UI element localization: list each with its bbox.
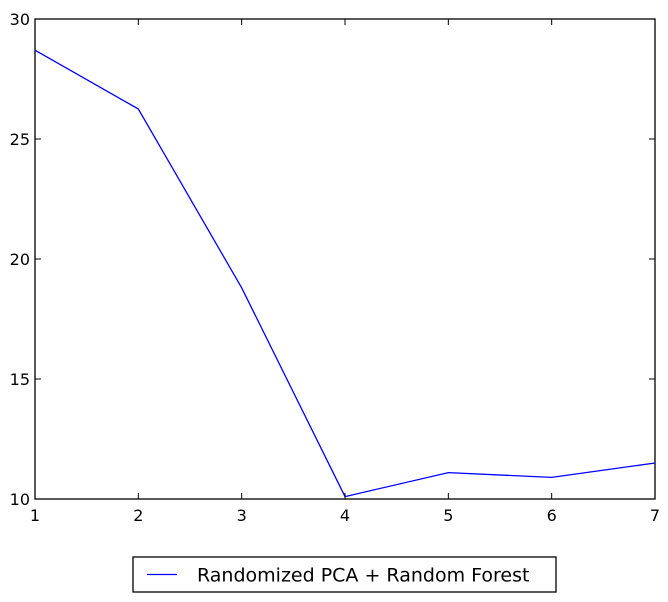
legend: Randomized PCA + Random Forest [132, 556, 557, 593]
axis-ticks: 1 2 3 4 5 6 7 10 15 20 25 30 [10, 10, 660, 525]
y-tick-label: 15 [10, 370, 30, 389]
y-tick-label: 20 [10, 250, 30, 269]
y-tick-label: 30 [10, 10, 30, 29]
x-tick-label: 4 [340, 506, 350, 525]
plot-frame [34, 18, 656, 500]
x-tick-label: 2 [133, 506, 143, 525]
legend-box [132, 556, 557, 593]
x-tick-label: 3 [237, 506, 247, 525]
legend-label: Randomized PCA + Random Forest [197, 565, 529, 587]
x-tick-label: 1 [30, 506, 40, 525]
y-tick-label: 10 [10, 490, 30, 509]
y-tick-label: 25 [10, 130, 30, 149]
x-tick-label: 6 [547, 506, 557, 525]
series-line [34, 49, 656, 498]
x-tick-label: 5 [443, 506, 453, 525]
x-tick-label: 7 [650, 506, 660, 525]
plot-area [34, 18, 656, 500]
